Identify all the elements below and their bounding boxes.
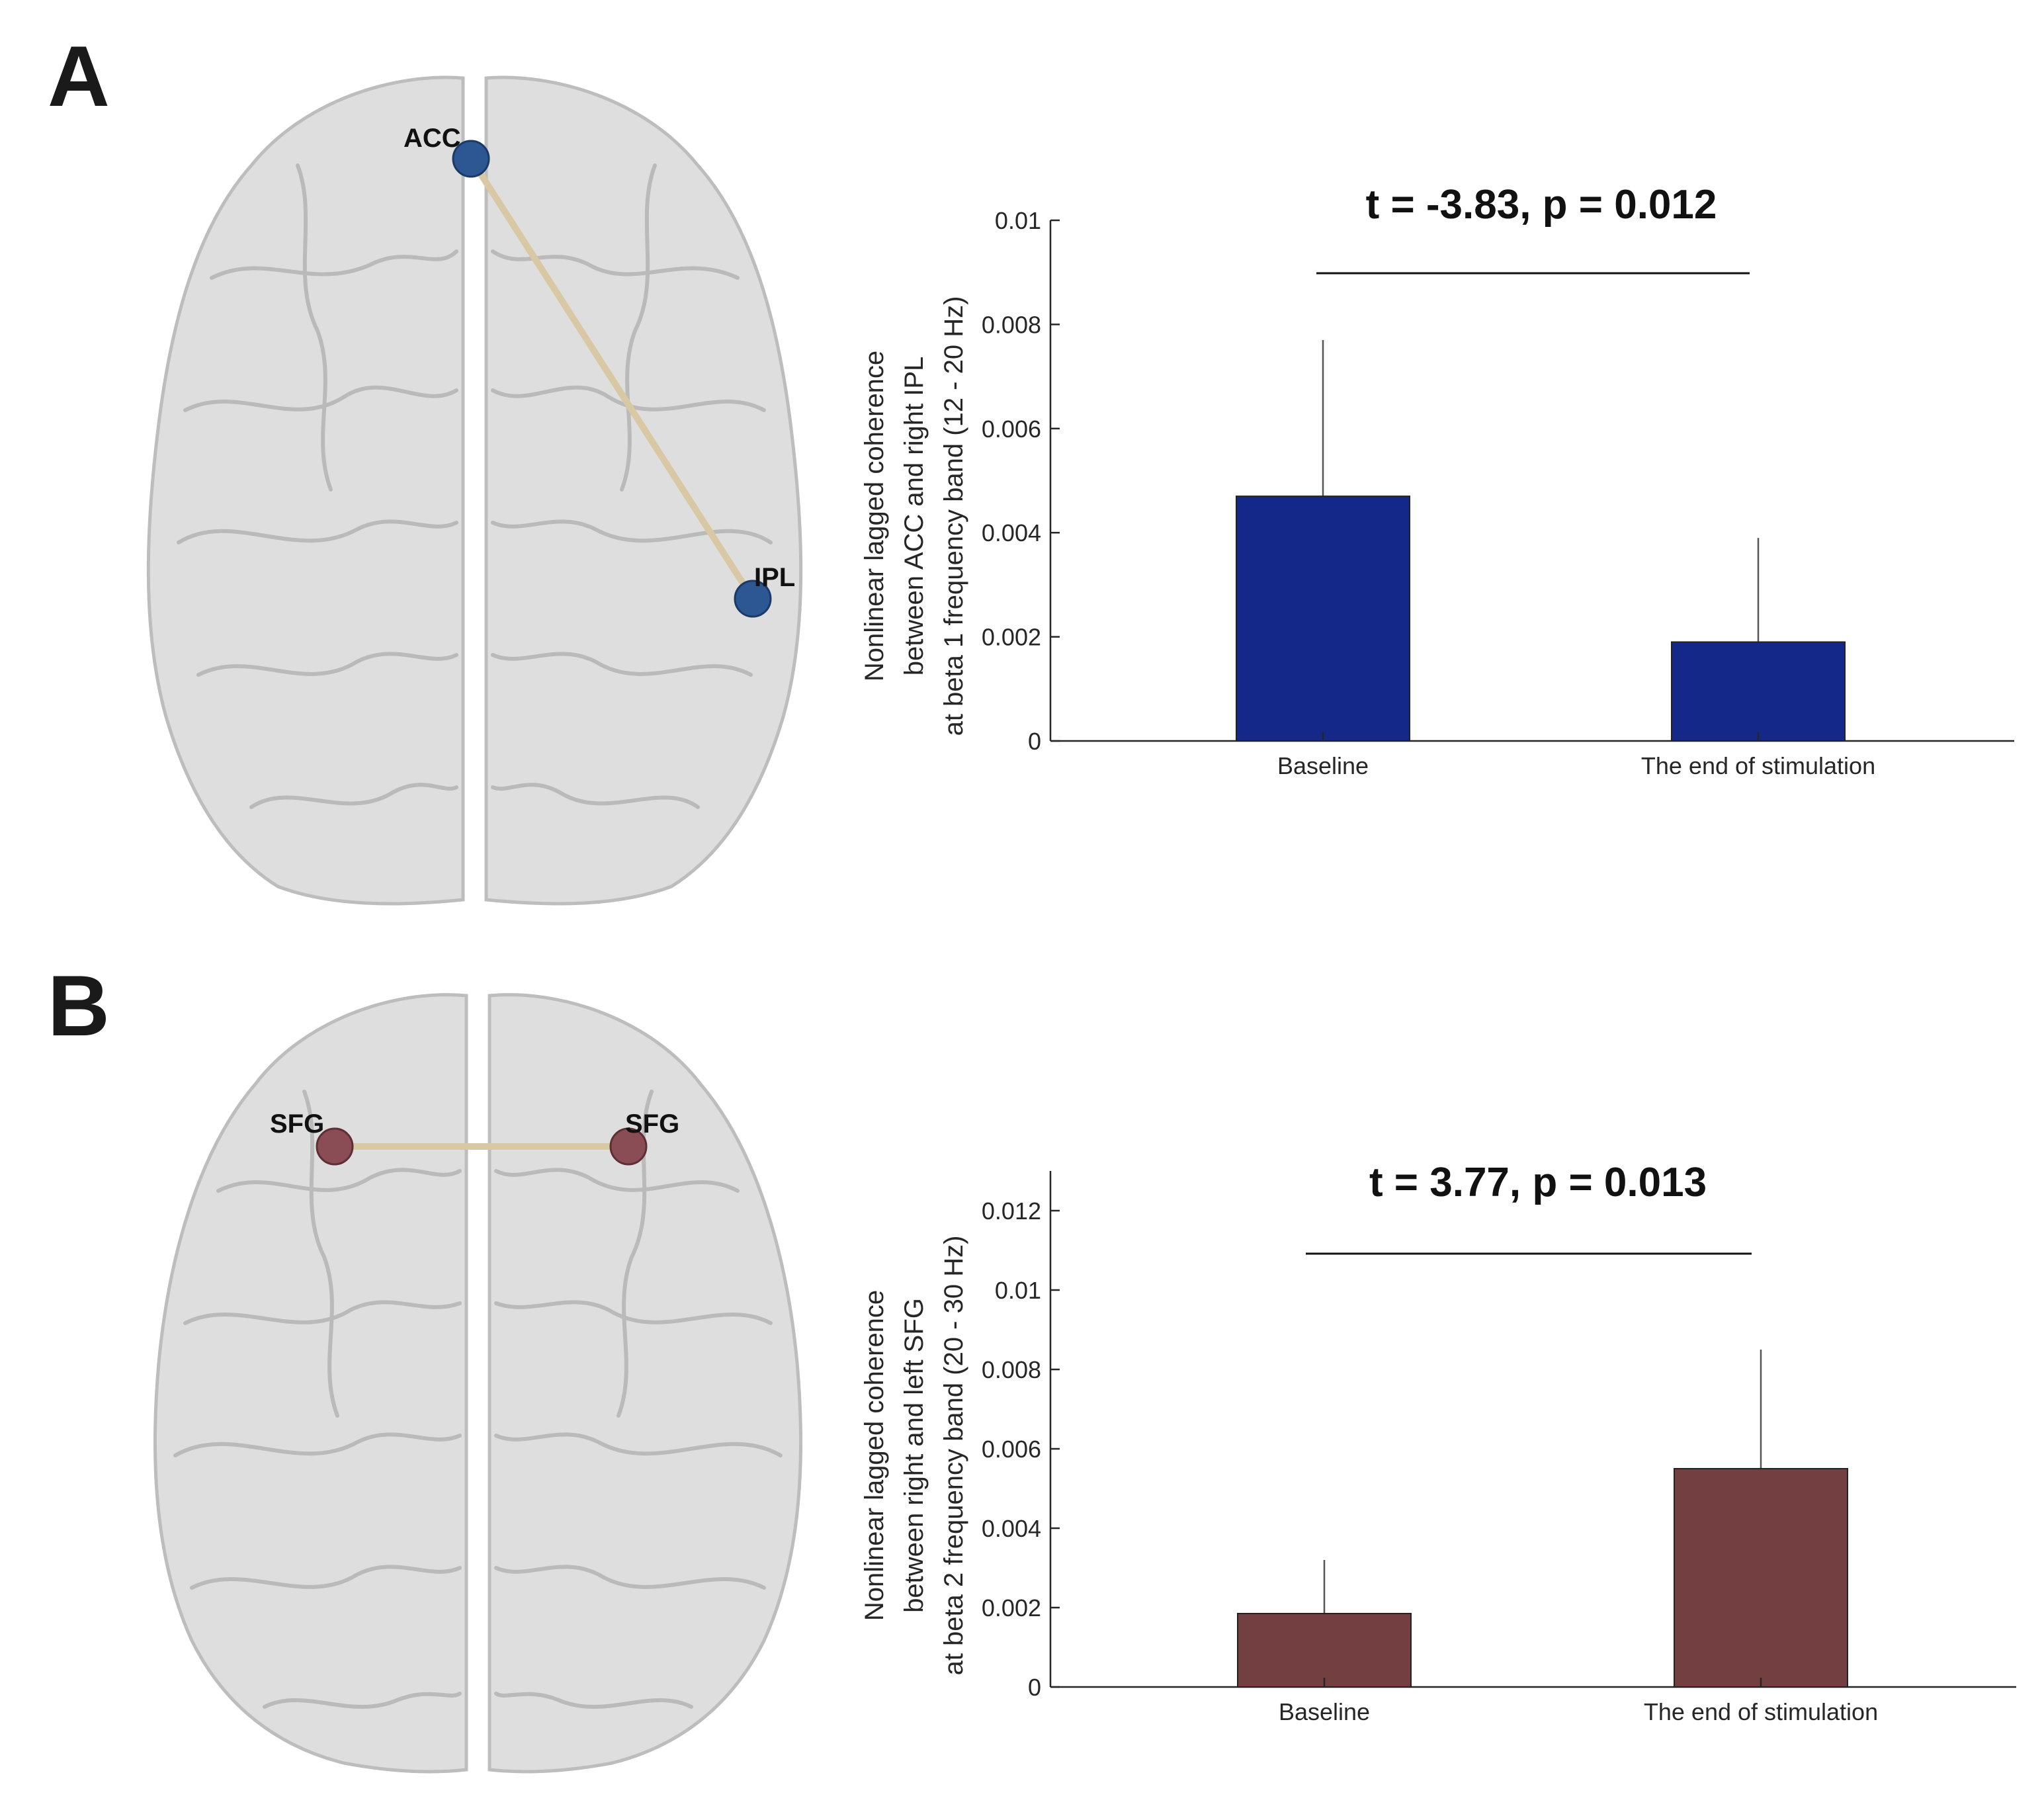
chart-b-bar [1674, 1468, 1848, 1688]
node-ipl-label: IPL [754, 563, 795, 592]
chart-b-ytick-label: 0.004 [982, 1515, 1041, 1542]
chart-a-ytick-label: 0.004 [982, 519, 1041, 546]
node-left-sfg-label: SFG [270, 1109, 324, 1139]
panel-a-letter: A [48, 28, 110, 124]
brain-a: ACC IPL [146, 75, 803, 906]
chart-a: 0 0.002 0.004 0.006 0.008 0.01 Baseline The end… [860, 182, 2014, 779]
chart-a-xtick-label: The end of stimulation [1641, 752, 1875, 779]
brain-b-gyri [173, 1090, 783, 1709]
panel-a: A ACC [48, 28, 2014, 906]
brain-b-node-right-sfg: SFG [609, 1109, 679, 1166]
chart-b-bar [1237, 1613, 1412, 1688]
node-right-sfg-label: SFG [625, 1109, 679, 1139]
chart-a-ytick-label: 0.002 [982, 624, 1041, 651]
node-acc-sphere [452, 140, 490, 178]
chart-a-ytick-label: 0.006 [982, 415, 1041, 443]
chart-b: 0 0.002 0.004 0.006 0.008 0.01 0.012 Baseline Th… [860, 1160, 2016, 1725]
chart-b-ytick-label: 0 [1028, 1674, 1041, 1701]
brain-a-gyri [177, 163, 773, 809]
chart-a-ytick-label: 0.008 [982, 311, 1041, 338]
chart-a-ytick-label: 0 [1028, 728, 1041, 755]
brain-a-right-hemisphere [484, 75, 803, 906]
chart-b-y-axis-label-line: between right and left SFG [900, 1298, 929, 1613]
chart-a-ytick-label: 0.01 [995, 207, 1041, 234]
chart-b-ytick-label: 0.01 [995, 1277, 1041, 1304]
brain-b: SFG SFG [153, 993, 803, 1774]
chart-a-bar [1671, 641, 1846, 742]
chart-b-ytick-label: 0.012 [982, 1197, 1041, 1225]
chart-a-xtick-label: Baseline [1277, 752, 1369, 779]
brain-b-node-left-sfg: SFG [270, 1109, 354, 1166]
chart-a-y-axis-label-line: between ACC and right IPL [900, 357, 929, 676]
chart-b-xtick-label: Baseline [1279, 1698, 1370, 1725]
panel-b: B SFG [48, 957, 2016, 1774]
chart-b-stat-annotation: t = 3.77, p = 0.013 [1369, 1160, 1707, 1205]
brain-a-node-acc: ACC [404, 124, 490, 178]
chart-a-stat-annotation: t = -3.83, p = 0.012 [1366, 182, 1717, 228]
panel-b-letter: B [48, 957, 110, 1054]
brain-a-connection [468, 157, 756, 601]
chart-b-y-axis-label: Nonlinear lagged coherence between right … [860, 1236, 968, 1676]
chart-b-y-axis-label-line: Nonlinear lagged coherence [860, 1290, 889, 1621]
chart-b-xtick-label: The end of stimulation [1644, 1698, 1878, 1725]
chart-b-ytick-label: 0.006 [982, 1436, 1041, 1463]
chart-a-y-axis-label-line: Nonlinear lagged coherence [860, 351, 889, 681]
node-left-sfg-sphere [316, 1127, 354, 1166]
chart-a-y-axis-label-line: at beta 1 frequency band (12 - 20 Hz) [939, 296, 968, 736]
chart-a-bar [1236, 496, 1410, 742]
chart-b-ytick-label: 0.002 [982, 1594, 1041, 1621]
chart-a-y-axis-label: Nonlinear lagged coherence between ACC an… [860, 296, 968, 736]
node-acc-label: ACC [404, 124, 461, 153]
node-ipl-sphere [734, 580, 772, 618]
chart-b-ytick-label: 0.008 [982, 1356, 1041, 1383]
brain-a-node-ipl: IPL [734, 563, 795, 618]
chart-b-y-axis-label-line: at beta 2 frequency band (20 - 30 Hz) [939, 1236, 968, 1676]
node-right-sfg-sphere [609, 1127, 648, 1166]
brain-a-left-hemisphere [146, 75, 465, 906]
